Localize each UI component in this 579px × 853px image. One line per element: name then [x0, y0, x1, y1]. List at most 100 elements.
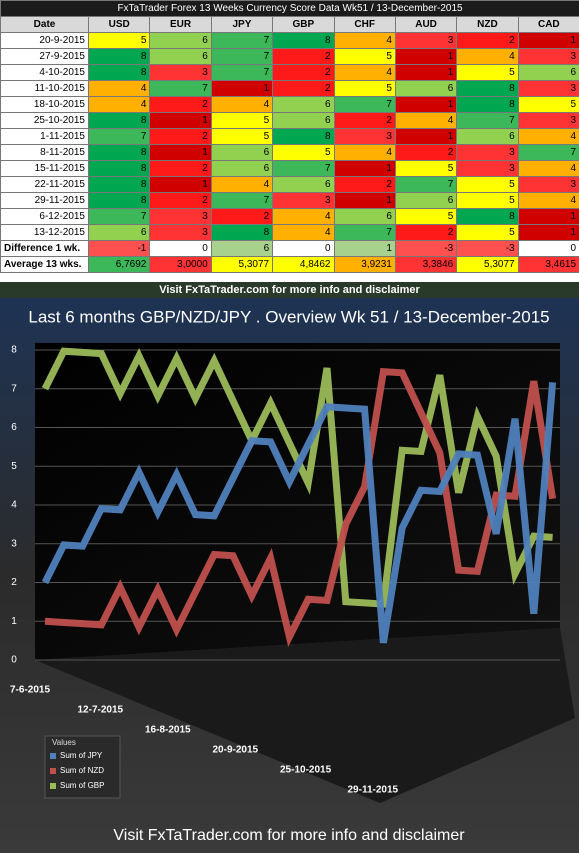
x-tick-label: 7-6-2015	[10, 685, 50, 696]
legend-label: Sum of GBP	[60, 781, 104, 790]
difference-cell: -1	[87, 240, 151, 257]
table-row: 1-11-2015 7 2 5 8 3 1 6 4	[0, 128, 579, 145]
score-cell: 8	[87, 176, 151, 193]
column-header: NZD	[456, 16, 519, 33]
score-cell: 6	[517, 64, 579, 81]
average-cell: 4,8462	[272, 256, 335, 273]
score-cell: 1	[149, 144, 212, 161]
score-cell: 6	[272, 112, 335, 129]
score-cell: 5	[517, 96, 579, 113]
score-cell: 1	[517, 224, 579, 241]
table-row: 27-9-2015 8 6 7 2 5 1 4 3	[0, 48, 579, 65]
table-row: 4-10-2015 8 3 7 2 4 1 5 6	[0, 64, 579, 81]
score-cell: 2	[149, 128, 212, 145]
score-cell: 1	[517, 32, 579, 49]
y-tick-label: 0	[11, 655, 17, 666]
date-cell: 13-12-2015	[0, 224, 89, 241]
column-header: AUD	[394, 16, 458, 33]
score-cell: 1	[394, 64, 458, 81]
score-cell: 2	[333, 112, 396, 129]
score-cell: 3	[517, 176, 579, 193]
y-tick-label: 6	[11, 422, 17, 433]
score-cell: 1	[149, 176, 212, 193]
score-cell: 5	[87, 32, 151, 49]
score-cell: 8	[456, 208, 519, 225]
score-cell: 7	[333, 224, 396, 241]
score-cell: 7	[87, 208, 151, 225]
score-cell: 3	[272, 192, 335, 209]
score-cell: 8	[87, 192, 151, 209]
score-cell: 6	[333, 208, 396, 225]
y-tick-label: 1	[11, 616, 17, 627]
legend-swatch	[50, 768, 56, 774]
score-cell: 2	[456, 32, 519, 49]
x-tick-label: 16-8-2015	[145, 725, 191, 736]
score-cell: 8	[272, 128, 335, 145]
score-cell: 6	[210, 144, 274, 161]
chart-title: Last 6 months GBP/NZD/JPY . Overview Wk …	[28, 307, 549, 326]
score-cell: 7	[210, 192, 274, 209]
score-cell: 5	[456, 64, 519, 81]
date-cell: 8-11-2015	[0, 144, 89, 161]
x-tick-label: 12-7-2015	[78, 705, 124, 716]
x-tick-label: 20-9-2015	[213, 745, 259, 756]
score-cell: 6	[87, 224, 151, 241]
chart-footer: Visit FxTaTrader.com for more info and d…	[113, 827, 465, 844]
score-cell: 2	[272, 48, 335, 65]
table-row: FxTaTrader Forex 13 Weeks Currency Score…	[0, 0, 579, 17]
score-cell: 2	[333, 176, 396, 193]
score-cell: 3	[456, 160, 519, 177]
score-cell: 8	[456, 80, 519, 97]
score-cell: 7	[210, 48, 274, 65]
score-cell: 8	[210, 224, 274, 241]
row-label: Difference 1 wk.	[0, 240, 89, 257]
x-tick-label: 25-10-2015	[280, 765, 332, 776]
table-row: 11-10-2015 4 7 1 2 5 6 8 3	[0, 80, 579, 97]
date-cell: 6-12-2015	[0, 208, 89, 225]
score-cell: 3	[333, 128, 396, 145]
score-cell: 5	[394, 160, 458, 177]
score-cell: 2	[149, 160, 212, 177]
score-cell: 4	[517, 128, 579, 145]
score-cell: 7	[272, 160, 335, 177]
score-cell: 6	[394, 80, 458, 97]
score-cell: 1	[210, 80, 274, 97]
score-cell: 5	[456, 192, 519, 209]
score-cell: 8	[272, 32, 335, 49]
score-cell: 1	[394, 128, 458, 145]
column-header: USD	[87, 16, 151, 33]
average-cell: 3,0000	[149, 256, 212, 273]
score-cell: 8	[87, 64, 151, 81]
score-cell: 1	[333, 192, 396, 209]
average-cell: 6,7692	[87, 256, 151, 273]
score-cell: 4	[87, 80, 151, 97]
score-cell: 3	[456, 144, 519, 161]
table-row: 22-11-2015 8 1 4 6 2 7 5 3	[0, 176, 579, 193]
table-row: Average 13 wks. 6,7692 3,0000 5,3077 4,8462 3…	[0, 256, 579, 273]
score-cell: 4	[456, 48, 519, 65]
floor	[35, 628, 575, 803]
column-header: GBP	[272, 16, 335, 33]
score-cell: 6	[149, 32, 212, 49]
score-cell: 8	[87, 160, 151, 177]
average-cell: 3,9231	[333, 256, 396, 273]
difference-cell: -3	[394, 240, 458, 257]
score-cell: 1	[394, 48, 458, 65]
date-cell: 25-10-2015	[0, 112, 89, 129]
x-tick-label: 29-11-2015	[348, 785, 399, 796]
table-row: 6-12-2015 7 3 2 4 6 5 8 1	[0, 208, 579, 225]
legend-swatch	[50, 783, 56, 789]
score-cell: 7	[456, 112, 519, 129]
score-cell: 4	[517, 160, 579, 177]
score-cell: 2	[210, 208, 274, 225]
table-row: 8-11-2015 8 1 6 5 4 2 3 7	[0, 144, 579, 161]
table-row: Date USD EUR JPY GBP CHF AUD NZD CAD	[0, 16, 579, 33]
score-cell: 7	[149, 80, 212, 97]
column-header: CHF	[333, 16, 396, 33]
y-tick-label: 3	[11, 538, 17, 549]
score-cell: 6	[210, 160, 274, 177]
score-table: FxTaTrader Forex 13 Weeks Currency Score…	[0, 0, 579, 298]
table-row: Difference 1 wk. -1 0 6 0 1 -3 -3 0	[0, 240, 579, 257]
y-tick-label: 8	[11, 345, 17, 356]
score-cell: 4	[210, 176, 274, 193]
